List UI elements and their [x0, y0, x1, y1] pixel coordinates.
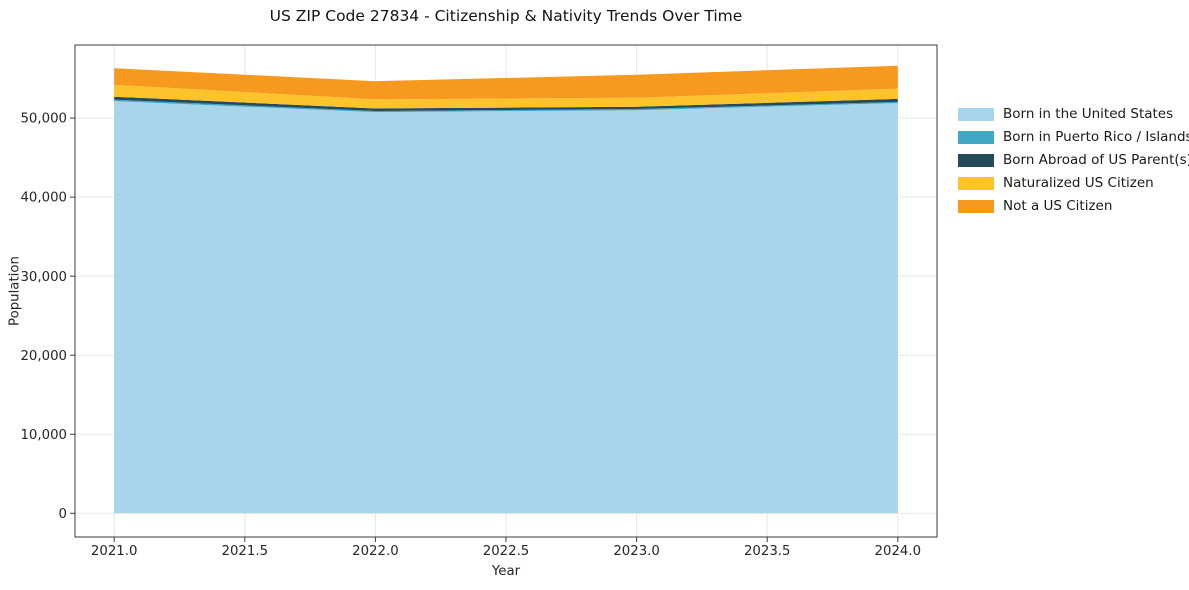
x-axis-title: Year — [491, 564, 521, 579]
legend-item: Not a US Citizen — [958, 198, 1189, 214]
legend-swatch — [958, 200, 994, 213]
area-series-4-not-a-us-citizen — [114, 65, 898, 100]
x-tick-label: 2023.0 — [613, 544, 660, 559]
x-tick-label: 2023.5 — [744, 544, 791, 559]
x-tick-label: 2024.0 — [875, 544, 922, 559]
legend-label: Naturalized US Citizen — [1003, 175, 1154, 191]
x-tick-label: 2021.0 — [91, 544, 138, 559]
x-tick-label: 2022.0 — [352, 544, 399, 559]
area-series-2-born-abroad-of-us-parent-s- — [114, 96, 898, 111]
x-tick-label: 2022.5 — [483, 544, 530, 559]
y-tick-label: 0 — [59, 507, 67, 522]
legend-item: Born Abroad of US Parent(s) — [958, 152, 1189, 168]
legend-item: Born in Puerto Rico / Islands — [958, 129, 1189, 145]
legend-label: Not a US Citizen — [1003, 198, 1113, 214]
legend: Born in the United States Born in Puerto … — [958, 106, 1189, 223]
legend-swatch — [958, 177, 994, 190]
y-tick-label: 30,000 — [20, 270, 67, 285]
legend-label: Born in the United States — [1003, 106, 1174, 122]
legend-swatch — [958, 131, 994, 144]
legend-label: Born Abroad of US Parent(s) — [1003, 152, 1189, 168]
y-tick-label: 40,000 — [20, 191, 67, 206]
legend-label: Born in Puerto Rico / Islands — [1003, 129, 1189, 145]
legend-swatch — [958, 108, 994, 121]
x-tick-label: 2021.5 — [222, 544, 269, 559]
area-series-0-born-in-the-united-states — [114, 101, 898, 514]
legend-item: Naturalized US Citizen — [958, 175, 1189, 191]
y-axis-title: Population — [7, 256, 23, 326]
chart-title: US ZIP Code 27834 - Citizenship & Nativi… — [269, 7, 743, 25]
area-series-1-born-in-puerto-rico-islands — [114, 99, 898, 113]
y-tick-label: 20,000 — [20, 349, 67, 364]
legend-item: Born in the United States — [958, 106, 1189, 122]
area-series-3-naturalized-us-citizen — [114, 84, 898, 109]
legend-swatch — [958, 154, 994, 167]
y-tick-label: 50,000 — [20, 112, 67, 127]
y-tick-label: 10,000 — [20, 428, 67, 443]
